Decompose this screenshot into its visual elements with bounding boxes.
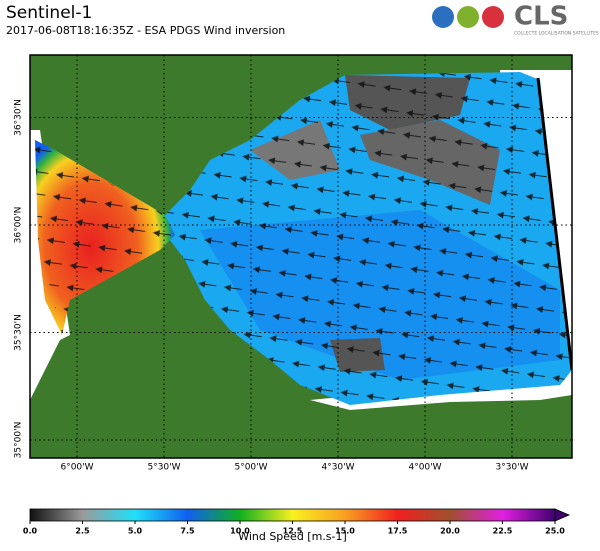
- colorbar: 0.0 2.5 5.0 7.5 10.0 12.5 15.0 17.5 20.0 22.5 25.0…: [23, 508, 571, 543]
- lon-label: 5°30'W: [147, 463, 180, 473]
- colorbar-tick-label: 7.5: [180, 527, 195, 536]
- colorbar-tick-label: 17.5: [388, 527, 408, 536]
- colorbar-tick-label: 22.5: [493, 527, 513, 536]
- lat-label: 35°30'N: [14, 314, 24, 351]
- colorbar-tick-label: 5.0: [128, 527, 143, 536]
- lat-label: 36°00'N: [14, 207, 24, 244]
- lat-label: 35°00'N: [14, 422, 24, 459]
- colorbar-label: Wind Speed [m.s-1]: [238, 530, 347, 543]
- lon-label: 6°00'W: [60, 463, 93, 473]
- logo-tagline: COLLECTE LOCALISATION SATELLITES: [514, 31, 599, 37]
- lon-label: 4°00'W: [408, 463, 441, 473]
- subtitle: 2017-06-08T18:16:35Z - ESA PDGS Wind inv…: [6, 24, 285, 37]
- map: [30, 55, 572, 458]
- colorbar-tick-label: 2.5: [75, 527, 90, 536]
- colorbar-tick-label: 20.0: [440, 527, 460, 536]
- colorbar-tick-label: 25.0: [545, 527, 565, 536]
- logo-name: CLS: [514, 2, 568, 32]
- lat-label: 36°30'N: [14, 99, 24, 136]
- graticule: 6°00'W 5°30'W 5°00'W 4°30'W 4°00'W 3°30'W 36°3…: [14, 55, 572, 473]
- colorbar-tick-label: 15.0: [335, 527, 355, 536]
- colorbar-extend: [554, 508, 571, 522]
- colorbar-tick-label: 10.0: [230, 527, 250, 536]
- map-frame: [29, 54, 573, 459]
- lon-label: 4°30'W: [321, 463, 354, 473]
- lon-label: 5°00'W: [234, 463, 267, 473]
- colorbar-bar: [29, 508, 556, 522]
- lon-label: 3°30'W: [495, 463, 528, 473]
- colorbar-tick-label: 0.0: [23, 527, 38, 536]
- title: Sentinel-1: [6, 3, 92, 23]
- colorbar-tick-label: 12.5: [283, 527, 303, 536]
- logo: CLS COLLECTE LOCALISATION SATELLITES: [432, 2, 599, 37]
